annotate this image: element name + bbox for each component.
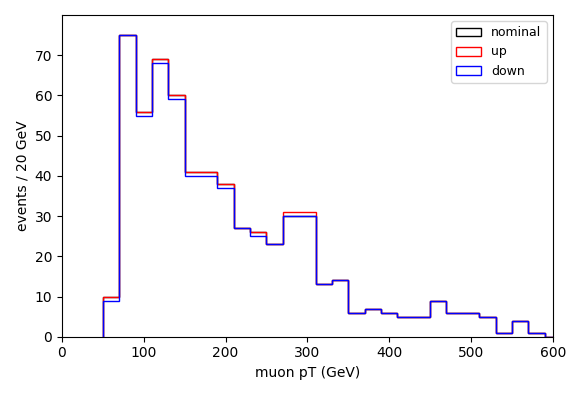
Legend: nominal, up, down: nominal, up, down	[451, 21, 547, 83]
X-axis label: muon pT (GeV): muon pT (GeV)	[254, 366, 360, 380]
Y-axis label: events / 20 GeV: events / 20 GeV	[15, 120, 29, 231]
